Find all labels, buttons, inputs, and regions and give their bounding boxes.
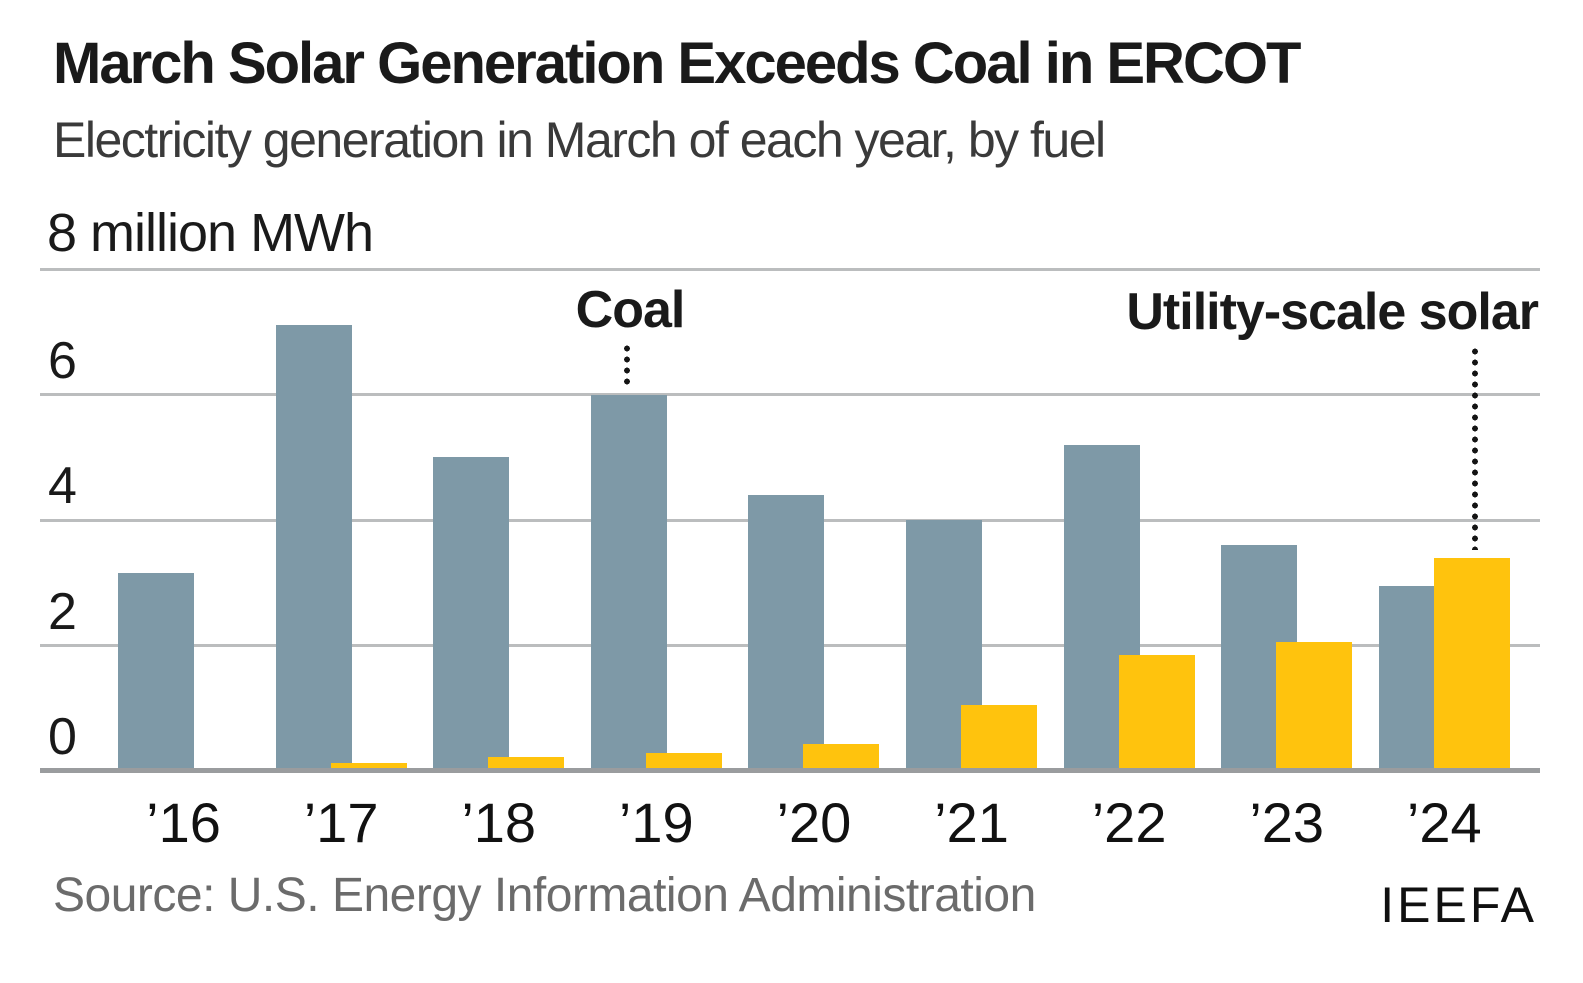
coal-bar-19 <box>590 394 667 771</box>
y-tick-label-6: 6 <box>48 331 77 390</box>
x-axis-label-21: ’21 <box>934 791 1009 854</box>
solar-bar-22 <box>1118 654 1195 771</box>
solar-bar-18 <box>488 757 565 771</box>
page-title: March Solar Generation Exceeds Coal in E… <box>53 31 1301 96</box>
x-axis-label-22: ’22 <box>1091 791 1167 854</box>
solar-bar-24 <box>1433 557 1510 771</box>
x-axis-label-24: ’24 <box>1406 791 1482 854</box>
y-tick-label-2: 2 <box>48 582 77 641</box>
x-axis-label-20: ’20 <box>776 791 852 854</box>
coal-bar-16 <box>118 573 194 771</box>
coal-bar-17 <box>275 325 352 771</box>
x-axis-label-17: ’17 <box>303 791 379 854</box>
gridline-8 <box>40 267 1540 271</box>
x-axis-label-18: ’18 <box>461 791 537 854</box>
x-axis-label-23: ’23 <box>1249 791 1325 854</box>
coal-bar-18 <box>433 457 510 771</box>
solar-dotted-leader-line <box>1472 348 1478 550</box>
coal-bar-20 <box>748 494 825 771</box>
y-axis-unit-label: 8 million MWh <box>47 203 374 263</box>
plot-area: 6 4 2 0 <box>40 267 1540 773</box>
source-note: Source: U.S. Energy Information Administ… <box>53 869 1036 922</box>
solar-bar-20 <box>803 744 880 771</box>
ieefa-logo: IEEFA <box>1380 877 1537 933</box>
coal-series-label: Coal <box>575 281 686 339</box>
gridline-6 <box>40 393 1540 396</box>
solar-series-label: Utility-scale solar <box>1126 283 1539 341</box>
solar-bar-21 <box>961 705 1037 771</box>
coal-dotted-leader-line <box>624 345 630 387</box>
y-tick-label-0: 0 <box>48 708 77 766</box>
solar-bar-17 <box>330 762 407 771</box>
page-subtitle: Electricity generation in March of each … <box>53 112 1106 168</box>
solar-bar-23 <box>1276 642 1353 771</box>
solar-bar-19 <box>645 753 722 771</box>
x-axis-label-16: ’16 <box>146 791 221 854</box>
x-axis-label-19: ’19 <box>618 791 694 854</box>
x-axis-baseline <box>40 768 1540 773</box>
y-tick-label-4: 4 <box>48 457 77 515</box>
